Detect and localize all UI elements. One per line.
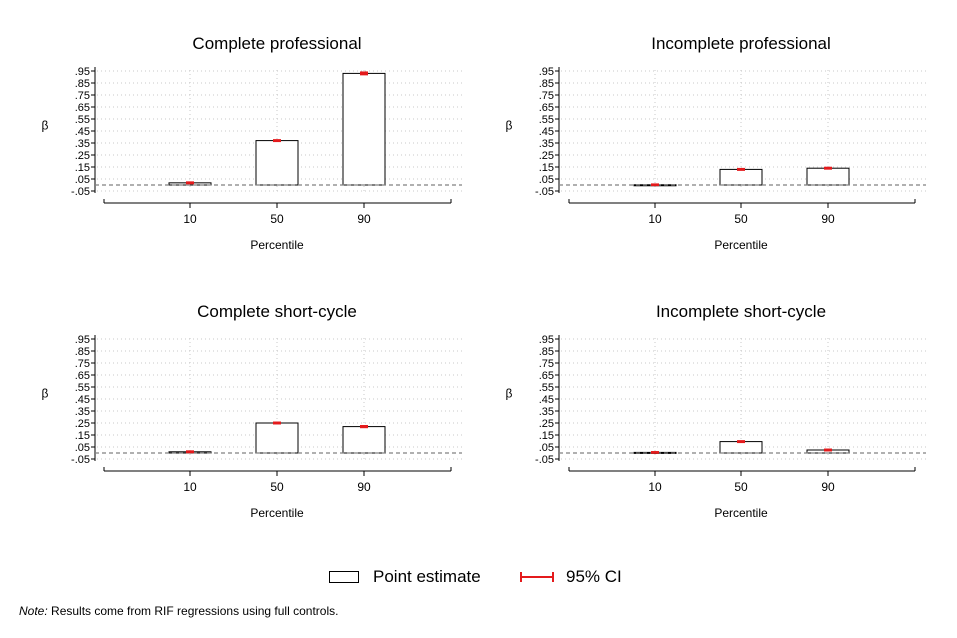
x-tick-label: 10: [183, 212, 197, 226]
y-tick-label: .45: [75, 394, 90, 406]
x-tick-label: 90: [357, 480, 371, 494]
y-tick-label: .55: [75, 382, 90, 394]
y-tick-label: .85: [539, 78, 554, 90]
legend-swatch-ci: [520, 572, 554, 582]
legend-label-point-estimate: Point estimate: [373, 567, 481, 586]
y-tick-label: .25: [75, 418, 90, 430]
y-tick-label: -.05: [535, 186, 554, 198]
bar: [719, 168, 763, 186]
x-tick-label: 50: [734, 212, 748, 226]
chart-title: Incomplete professional: [651, 34, 831, 53]
y-tick-label: .05: [75, 442, 90, 454]
x-tick-label: 10: [648, 480, 662, 494]
y-tick-label: .65: [539, 370, 554, 382]
x-axis-label: Percentile: [714, 506, 768, 520]
y-tick-label: .15: [539, 430, 554, 442]
bar: [342, 72, 386, 186]
y-tick-label: .65: [75, 370, 90, 382]
y-tick-label: .45: [539, 126, 554, 138]
y-tick-label: .15: [539, 162, 554, 174]
y-tick-label: .15: [75, 430, 90, 442]
y-tick-label: .05: [539, 174, 554, 186]
y-tick-label: .05: [75, 174, 90, 186]
x-tick-label: 90: [357, 212, 371, 226]
y-tick-label: .85: [75, 346, 90, 358]
y-tick-label: .75: [539, 358, 554, 370]
y-axis-label: β: [42, 119, 49, 133]
y-tick-label: .35: [539, 138, 554, 150]
legend-item-ci: 95% CI: [520, 562, 622, 592]
y-tick-label: -.05: [71, 454, 90, 466]
y-axis-label: β: [506, 119, 513, 133]
y-tick-label: .15: [75, 162, 90, 174]
chart-panel-2: Incomplete professional .95.85.75.65.55.4…: [506, 34, 926, 252]
chart-panel-4: Incomplete short-cycle .95.85.75.65.55.45…: [506, 302, 926, 520]
y-tick-label: .85: [539, 346, 554, 358]
y-tick-label: .65: [75, 102, 90, 114]
x-tick-label: 50: [270, 480, 284, 494]
y-axis-label: β: [506, 387, 513, 401]
x-tick-label: 50: [734, 480, 748, 494]
x-tick-label: 10: [648, 212, 662, 226]
y-tick-label: .35: [539, 406, 554, 418]
y-tick-label: .55: [75, 114, 90, 126]
x-tick-label: 50: [270, 212, 284, 226]
chart-title: Complete professional: [192, 34, 361, 53]
y-tick-label: .65: [539, 102, 554, 114]
bar: [719, 441, 763, 454]
bar: [255, 140, 299, 186]
y-tick-label: .95: [75, 334, 90, 346]
y-tick-label: .25: [539, 150, 554, 162]
y-tick-label: .45: [75, 126, 90, 138]
y-axis-label: β: [42, 387, 49, 401]
y-tick-label: .95: [75, 66, 90, 78]
y-tick-label: -.05: [535, 454, 554, 466]
chart-title: Incomplete short-cycle: [656, 302, 826, 321]
y-tick-label: .25: [539, 418, 554, 430]
legend-label-ci: 95% CI: [566, 567, 622, 586]
bar: [255, 422, 299, 454]
y-tick-label: .35: [75, 138, 90, 150]
chart-panel-3: Complete short-cycle .95.85.75.65.55.45.3…: [42, 302, 462, 520]
footnote-text: Results come from RIF regressions using …: [47, 604, 339, 618]
bar: [342, 426, 386, 454]
x-axis-label: Percentile: [250, 506, 304, 520]
y-tick-label: .95: [539, 334, 554, 346]
y-tick-label: .75: [539, 90, 554, 102]
legend-swatch-bar: [329, 571, 359, 583]
x-tick-label: 10: [183, 480, 197, 494]
y-tick-label: .25: [75, 150, 90, 162]
y-tick-label: .75: [75, 90, 90, 102]
y-tick-label: -.05: [71, 186, 90, 198]
chart-panel-1: Complete professional .95.85.75.65.55.45.…: [42, 34, 462, 252]
legend-item-point-estimate: Point estimate: [329, 562, 481, 592]
bar: [806, 167, 850, 186]
y-tick-label: .35: [75, 406, 90, 418]
chart-title: Complete short-cycle: [197, 302, 357, 321]
y-tick-label: .95: [539, 66, 554, 78]
y-tick-label: .55: [539, 382, 554, 394]
y-tick-label: .75: [75, 358, 90, 370]
y-tick-label: .45: [539, 394, 554, 406]
x-axis-label: Percentile: [714, 238, 768, 252]
legend: Point estimate 95% CI: [0, 562, 957, 592]
x-tick-label: 90: [821, 480, 835, 494]
footnote-label: Note:: [19, 604, 48, 618]
x-axis-label: Percentile: [250, 238, 304, 252]
footnote: Note: Results come from RIF regressions …: [19, 604, 338, 618]
y-tick-label: .85: [75, 78, 90, 90]
y-tick-label: .55: [539, 114, 554, 126]
chart-figure: Complete professional.95.85.75.65.55.45.…: [42, 34, 926, 520]
y-tick-label: .05: [539, 442, 554, 454]
x-tick-label: 90: [821, 212, 835, 226]
